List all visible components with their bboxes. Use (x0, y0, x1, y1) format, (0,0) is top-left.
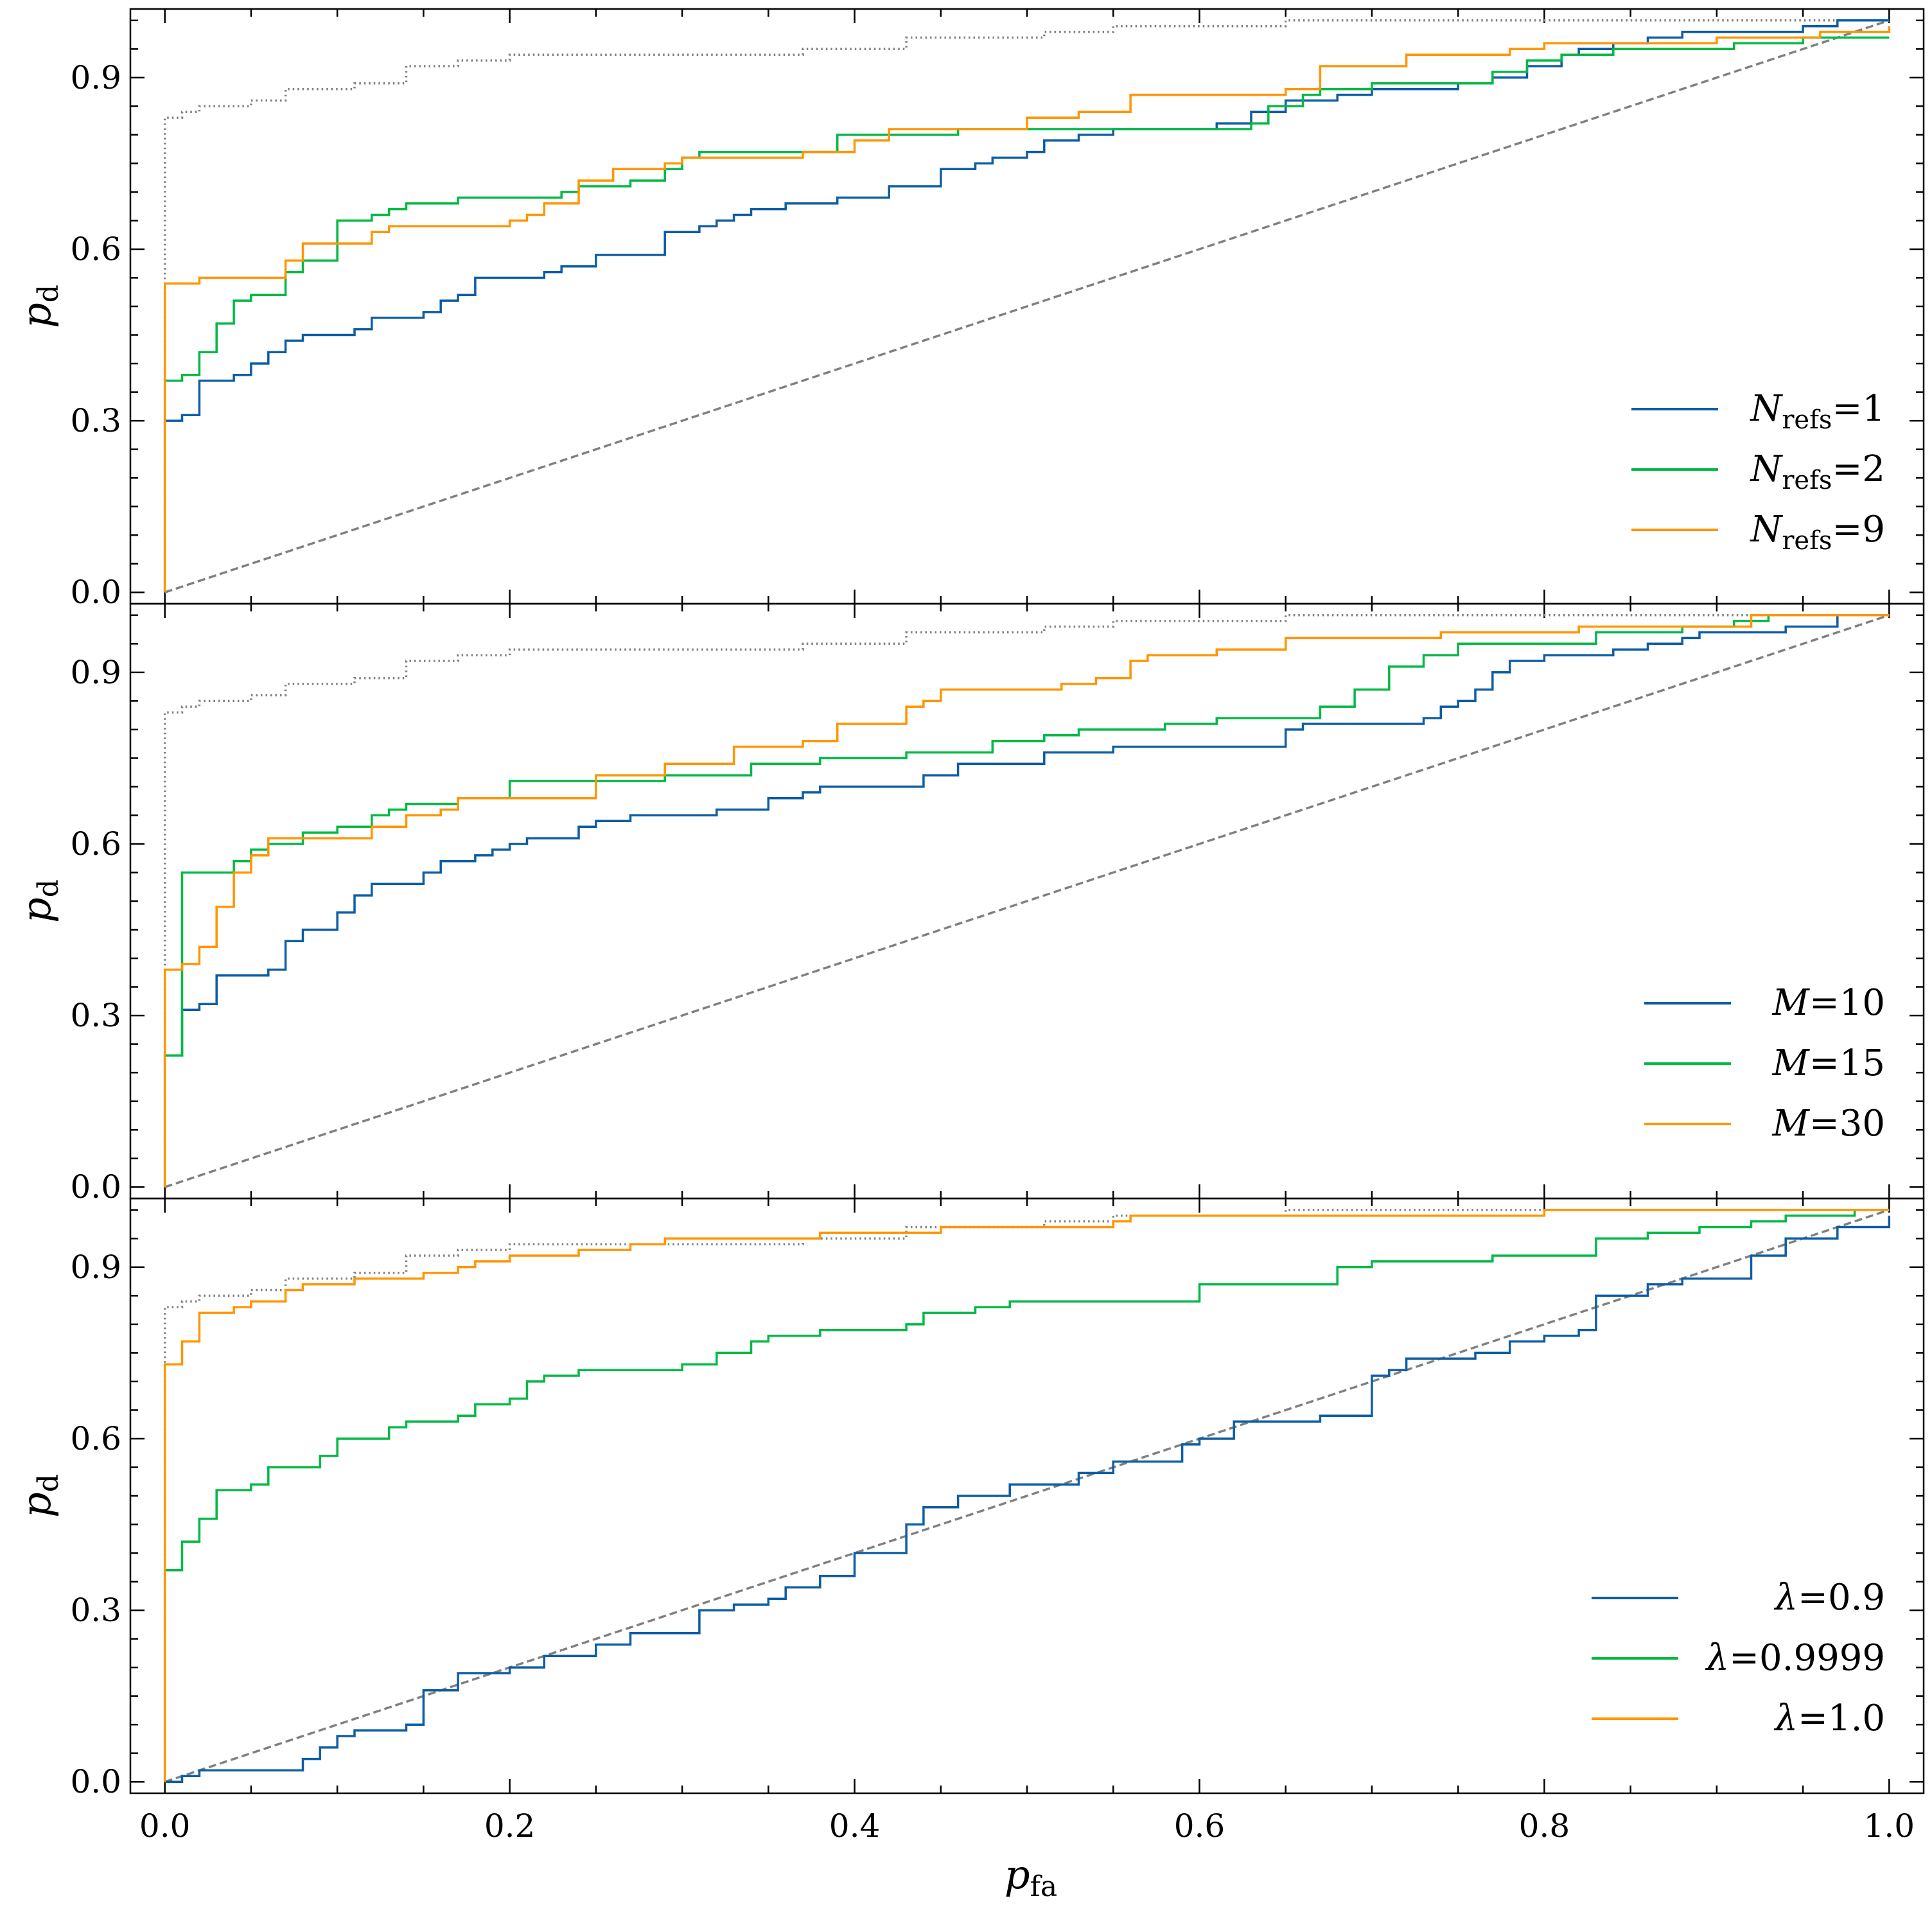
ticks-top (130, 9, 1924, 604)
y-axis-label: pd (13, 1474, 65, 1518)
y-tick-label: 0.6 (70, 231, 121, 268)
y-tick-label: 0.0 (70, 1763, 121, 1800)
legend-label: Nrefs=1 (1749, 388, 1885, 435)
legend-label: λ=1.0 (1774, 1698, 1885, 1739)
x-axis-label-sub: fa (1030, 1870, 1058, 1903)
legend-symbol: M (1771, 1103, 1810, 1145)
legend-value: =15 (1809, 1042, 1885, 1084)
legend-value: =1 (1832, 388, 1885, 430)
x-tick-label: 0.6 (1174, 1807, 1225, 1845)
legend-subscript: refs (1782, 526, 1832, 556)
legend-symbol: N (1749, 388, 1783, 430)
y-axis-label-main: p (13, 897, 60, 923)
legend-label: M=15 (1771, 1042, 1885, 1084)
y-tick-label: 0.6 (70, 825, 121, 863)
x-tick-label: 0.0 (139, 1807, 191, 1845)
y-tick-label: 0.9 (70, 59, 121, 96)
x-axis-label: pfa (1005, 1851, 1057, 1903)
y-axis-label-main: p (13, 303, 60, 328)
legend-symbol: N (1749, 448, 1783, 490)
y-tick-label: 0.0 (70, 574, 121, 611)
series-orange-solid (163, 26, 1891, 593)
legend-symbol: λ (1705, 1637, 1730, 1679)
series-reference-dotted (163, 614, 1890, 1188)
series-orange-solid (163, 614, 1890, 1188)
series-reference-dashed (164, 1209, 1890, 1783)
ticks-middle (130, 604, 1924, 1198)
y-tick-label: 0.9 (70, 654, 121, 691)
y-tick-label: 0.3 (70, 997, 121, 1034)
x-tick-label: 0.8 (1519, 1807, 1570, 1845)
y-axis-label-main: p (13, 1492, 60, 1518)
plot-frame-bottom (129, 1197, 1925, 1795)
legend-symbol: N (1749, 509, 1783, 550)
y-tick-label: 0.3 (70, 402, 121, 439)
legend-label: λ=0.9 (1774, 1577, 1885, 1619)
series-green-solid (163, 1209, 1890, 1782)
legend-symbol: λ (1774, 1698, 1798, 1739)
series-group-top (163, 19, 1891, 593)
series-reference-dashed (164, 19, 1890, 593)
legend-value: =30 (1809, 1103, 1885, 1145)
y-tick-label: 0.9 (70, 1249, 121, 1286)
legend-subscript: refs (1782, 466, 1832, 495)
legend-value: =10 (1809, 982, 1885, 1024)
legend-value: =1.0 (1798, 1698, 1885, 1739)
series-reference-dotted (163, 19, 1890, 593)
legend-label: λ=0.9999 (1705, 1637, 1885, 1679)
y-axis-label-sub: d (32, 285, 65, 303)
y-axis-label: pd (13, 879, 65, 923)
y-tick-label: 0.0 (70, 1168, 121, 1206)
series-orange-solid (163, 1209, 1890, 1782)
series-green-solid (163, 614, 1890, 1188)
series-blue-solid (163, 614, 1890, 1188)
legend-label: M=10 (1771, 982, 1885, 1024)
legend-symbol: λ (1774, 1577, 1798, 1619)
y-tick-label: 0.6 (70, 1420, 121, 1457)
y-axis-label-sub: d (32, 1474, 65, 1492)
legend-value: =0.9999 (1729, 1637, 1885, 1679)
series-reference-dashed (164, 614, 1890, 1188)
series-reference-dotted (163, 1209, 1890, 1782)
y-tick-label: 0.3 (70, 1592, 121, 1629)
legend-middle: M=10M=15M=30 (1644, 982, 1885, 1145)
legend-label: Nrefs=9 (1749, 509, 1885, 556)
legend-symbol: M (1771, 982, 1810, 1024)
series-group-middle (163, 614, 1890, 1188)
legend-label: Nrefs=2 (1749, 448, 1885, 495)
x-tick-label: 0.2 (484, 1807, 536, 1845)
series-blue-solid (164, 1215, 1891, 1783)
series-blue-solid (163, 19, 1890, 593)
legend-value: =2 (1832, 448, 1885, 490)
ticks-bottom (130, 1198, 1924, 1793)
x-tick-label: 1.0 (1864, 1807, 1915, 1845)
legend-symbol: M (1771, 1042, 1810, 1084)
legend-value: =9 (1832, 509, 1885, 550)
legend-value: =0.9 (1798, 1577, 1885, 1619)
y-axis-label: pd (13, 285, 65, 328)
x-tick-label: 0.4 (829, 1807, 881, 1845)
x-axis-label-main: p (1005, 1851, 1030, 1898)
legend-subscript: refs (1782, 405, 1832, 435)
panels: 0.00.30.60.9pdNrefs=1Nrefs=2Nrefs=90.00.… (13, 8, 1925, 1845)
y-axis-label-sub: d (32, 879, 65, 897)
legend-label: M=30 (1771, 1103, 1885, 1145)
series-group-bottom (163, 1209, 1891, 1783)
